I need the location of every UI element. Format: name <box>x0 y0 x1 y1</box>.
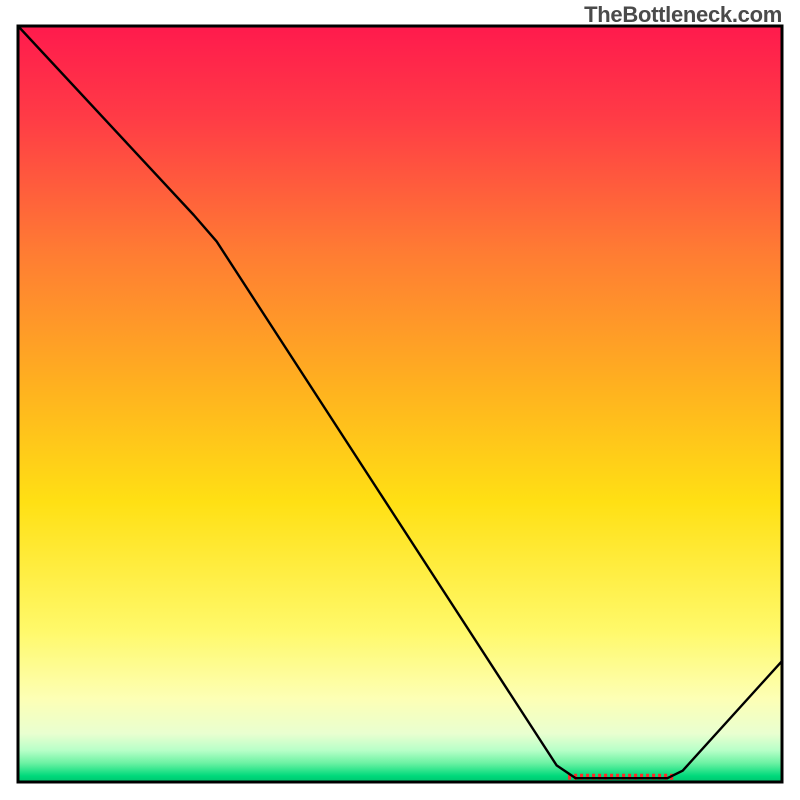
watermark-text: TheBottleneck.com <box>584 2 782 28</box>
chart-container: TheBottleneck.com <box>0 0 800 800</box>
chart-svg <box>0 0 800 800</box>
gradient-background <box>18 26 782 782</box>
